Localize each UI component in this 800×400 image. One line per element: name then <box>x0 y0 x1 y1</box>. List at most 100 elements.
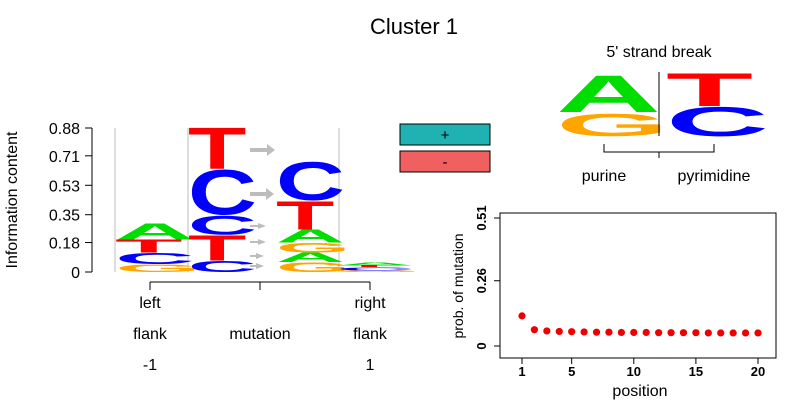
logo-letter-T: T <box>276 193 334 239</box>
scatter-point <box>692 329 700 337</box>
logo-letter-A: A <box>276 226 345 246</box>
scatter-point <box>754 329 762 337</box>
logo-y-axis-label: Information content <box>4 131 21 269</box>
figure-title: Cluster 1 <box>370 14 458 39</box>
scatter-points <box>518 312 762 337</box>
logo-x-label: flank <box>353 326 388 343</box>
scatter-point <box>741 329 750 337</box>
logo-stack-letter: A <box>115 219 195 244</box>
scatter-y-tick-label: 0 <box>474 342 489 349</box>
scatter-point <box>605 328 613 336</box>
logo-letter-C: C <box>666 99 769 145</box>
purine-label: purine <box>582 168 627 185</box>
scatter-point <box>580 328 588 336</box>
logo-letter-G: G <box>276 260 350 275</box>
logo-column-guides <box>114 128 340 272</box>
logo-y-tick-label: 0.53 <box>49 178 80 195</box>
logo-arrows <box>250 144 275 269</box>
scatter-point <box>543 327 551 335</box>
logo-letter-C: C <box>188 158 257 229</box>
scatter-y-tick-label: 0.51 <box>474 205 489 230</box>
logo-y-axis: 0 0.18 0.35 0.53 0.71 0.88 <box>49 121 93 282</box>
logo-letter-C: C <box>336 266 415 271</box>
scatter-point <box>704 329 712 337</box>
logo-arrow-head <box>256 253 264 259</box>
legend-minus-box <box>399 150 491 173</box>
logo-letter-C: C <box>276 152 345 212</box>
scatter-point <box>630 328 638 337</box>
strand-break-logo: GA CT <box>556 64 769 145</box>
logo-letter-T: T <box>188 228 246 268</box>
legend-plus-box <box>399 123 491 146</box>
logo-letter-T: T <box>336 265 403 268</box>
logo-x-label: -1 <box>143 357 157 374</box>
logo-arrow-head <box>258 223 266 229</box>
logo-stack-letter: G <box>276 240 350 255</box>
logo-x-label: mutation <box>229 326 290 343</box>
scatter-point <box>518 312 526 320</box>
logo-stack-letter: T <box>188 115 246 181</box>
logo-x-axis: left flank -1 mutation right flank 1 <box>133 281 388 374</box>
logo-stack-letter: C <box>276 152 345 212</box>
logo-stack-letter: G <box>336 270 421 273</box>
scatter-point <box>617 328 625 337</box>
scatter-point <box>555 327 563 336</box>
legend-minus-label: - <box>443 154 448 171</box>
logo-y-tick-label: 0.71 <box>49 149 80 166</box>
logo-letter-G: G <box>336 270 421 273</box>
logo-y-tick-label: 0.18 <box>49 236 80 253</box>
logo-letter-A: A <box>115 219 195 244</box>
logo-letter-G: G <box>556 107 669 142</box>
scatter-y-tick-label: 0.26 <box>474 268 489 293</box>
logo-arrow-head <box>266 188 274 200</box>
logo-stack-letter: C <box>188 209 257 240</box>
logo-y-tick-label: 0.88 <box>49 121 80 138</box>
scatter-x-axis-label: position <box>612 383 667 400</box>
logo-letter-A: A <box>556 65 661 124</box>
logo-x-label: right <box>354 295 386 312</box>
logo-stack-letter: T <box>336 265 403 268</box>
logo-y-tick-label: 0 <box>71 265 80 282</box>
scatter-point <box>568 328 576 336</box>
strand-letter-right-bottom: C <box>666 99 769 145</box>
logo-stack-letter: C <box>115 249 195 267</box>
scatter-point <box>667 329 675 337</box>
logo-stack-letter: A <box>276 226 345 246</box>
logo-stack-letter: C <box>188 158 257 229</box>
logo-letter-A: A <box>336 261 415 266</box>
scatter-point <box>642 328 650 337</box>
logo-stack-letter: C <box>188 258 257 276</box>
scatter-point <box>655 329 663 337</box>
logo-stack-letter: G <box>115 262 201 275</box>
logo-letter-G: G <box>115 262 201 275</box>
scatter-x-tick-label: 5 <box>568 364 575 379</box>
logo-stack-letter: T <box>115 236 183 256</box>
strand-letter-right-top: T <box>666 64 753 117</box>
strand-break-bracket <box>603 144 715 158</box>
logo-letter-T: T <box>115 236 183 256</box>
logo-letter-C: C <box>115 249 195 267</box>
scatter-point <box>679 329 688 337</box>
scatter-point <box>729 329 737 337</box>
position-scatter-chart: prob. of mutation position 1 5 10 15 2000.26… <box>450 205 777 400</box>
scatter-point <box>717 329 725 337</box>
strand-break-title: 5' strand break <box>606 44 712 61</box>
logo-arrow-head <box>258 239 266 245</box>
logo-stack-letter: G <box>276 260 350 275</box>
scatter-y-axis-label: prob. of mutation <box>450 233 466 338</box>
scatter-point <box>530 326 539 334</box>
logo-stack-letter: A <box>336 261 415 266</box>
logo-stack-letter: T <box>188 228 246 268</box>
scatter-plot-frame <box>499 212 777 359</box>
logo-letter-T: T <box>666 64 753 117</box>
logo-y-tick-label: 0.35 <box>49 208 80 225</box>
strand-break-panel: 5' strand break GA CT purine pyrimidine <box>556 44 769 185</box>
logo-letter-T: T <box>188 115 246 181</box>
pyrimidine-label: pyrimidine <box>678 168 751 185</box>
